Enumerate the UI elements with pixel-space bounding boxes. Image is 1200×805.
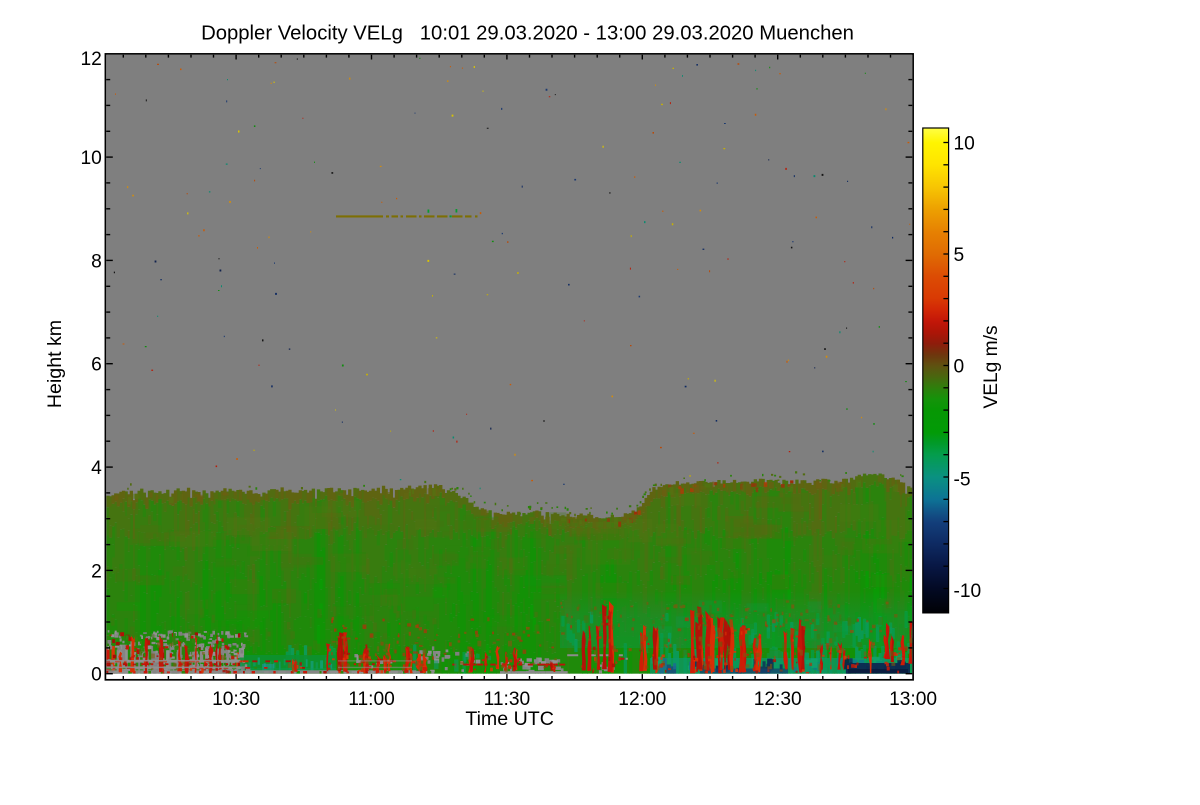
svg-text:Time UTC: Time UTC — [465, 708, 554, 730]
svg-text:12: 12 — [80, 49, 101, 70]
svg-text:-10: -10 — [954, 581, 982, 602]
svg-text:13:00: 13:00 — [889, 689, 937, 710]
svg-text:12:00: 12:00 — [618, 689, 666, 710]
svg-text:10: 10 — [80, 148, 101, 169]
svg-text:11:00: 11:00 — [348, 689, 395, 710]
svg-text:Height km: Height km — [44, 320, 66, 408]
svg-text:6: 6 — [91, 355, 102, 376]
svg-text:VELg m/s: VELg m/s — [981, 325, 1002, 408]
svg-text:2: 2 — [91, 561, 102, 582]
svg-text:10: 10 — [954, 134, 975, 155]
svg-text:-5: -5 — [954, 470, 971, 491]
svg-text:8: 8 — [91, 251, 102, 272]
svg-text:5: 5 — [954, 245, 965, 266]
svg-text:12:30: 12:30 — [754, 689, 802, 710]
svg-text:0: 0 — [954, 357, 965, 378]
svg-text:10:30: 10:30 — [212, 689, 260, 710]
svg-text:0: 0 — [91, 665, 102, 686]
svg-text:11:30: 11:30 — [484, 689, 531, 710]
svg-text:Doppler Velocity VELg 10:01: Doppler Velocity VELg 10:01 29.03.2020 -… — [201, 23, 854, 45]
svg-text:4: 4 — [91, 458, 102, 479]
